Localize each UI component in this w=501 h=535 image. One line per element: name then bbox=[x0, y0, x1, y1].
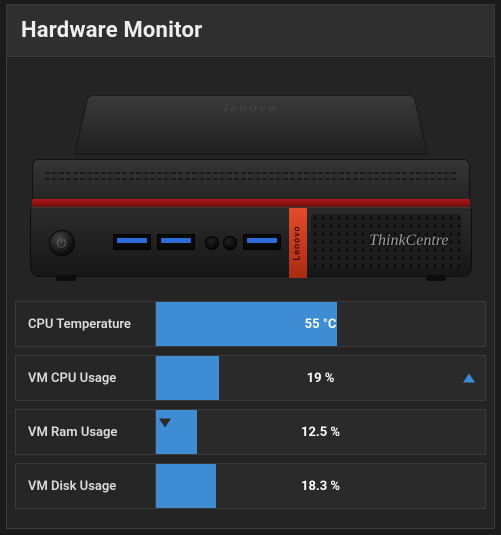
metric-label: CPU Temperature bbox=[16, 302, 156, 346]
metric-row-cpu-temperature: CPU Temperature 55 °C bbox=[15, 301, 486, 347]
metric-bar: 12.5 % bbox=[156, 410, 485, 454]
device-top-brand: lenovo bbox=[84, 103, 418, 115]
trend-up-icon bbox=[463, 374, 475, 383]
metric-row-vm-disk-usage: VM Disk Usage 18.3 % bbox=[15, 463, 486, 509]
metrics-list: CPU Temperature 55 °C VM CPU Usage 19 % … bbox=[7, 301, 494, 509]
power-button-icon: ⏻ bbox=[49, 230, 75, 256]
device-image: lenovo ⏻ Lenovo ThinkCentre bbox=[7, 57, 494, 301]
metric-fill bbox=[156, 302, 337, 346]
metric-bar: 55 °C bbox=[156, 302, 485, 346]
metric-row-vm-ram-usage: VM Ram Usage 12.5 % bbox=[15, 409, 486, 455]
metric-bar: 19 % bbox=[156, 356, 485, 400]
metric-row-vm-cpu-usage: VM CPU Usage 19 % bbox=[15, 355, 486, 401]
audio-jack-icon bbox=[205, 236, 219, 250]
device-front-brand: ThinkCentre bbox=[369, 232, 448, 250]
thinkcentre-illustration: lenovo ⏻ Lenovo ThinkCentre bbox=[26, 73, 476, 285]
metric-fill bbox=[156, 356, 219, 400]
metric-label: VM Disk Usage bbox=[16, 464, 156, 508]
usb-port-icon bbox=[243, 234, 281, 250]
metric-fill bbox=[156, 464, 216, 508]
hardware-monitor-card: Hardware Monitor lenovo ⏻ Lenovo bbox=[6, 4, 495, 529]
card-title: Hardware Monitor bbox=[21, 18, 202, 43]
usb-port-icon bbox=[157, 234, 195, 250]
card-header: Hardware Monitor bbox=[7, 5, 494, 57]
trend-down-icon bbox=[159, 423, 177, 441]
metric-bar: 18.3 % bbox=[156, 464, 485, 508]
metric-label: VM Ram Usage bbox=[16, 410, 156, 454]
metric-label: VM CPU Usage bbox=[16, 356, 156, 400]
lenovo-tab-icon: Lenovo bbox=[289, 208, 307, 278]
usb-port-icon bbox=[113, 234, 151, 250]
audio-jack-icon bbox=[223, 236, 237, 250]
metric-value: 12.5 % bbox=[156, 410, 485, 454]
